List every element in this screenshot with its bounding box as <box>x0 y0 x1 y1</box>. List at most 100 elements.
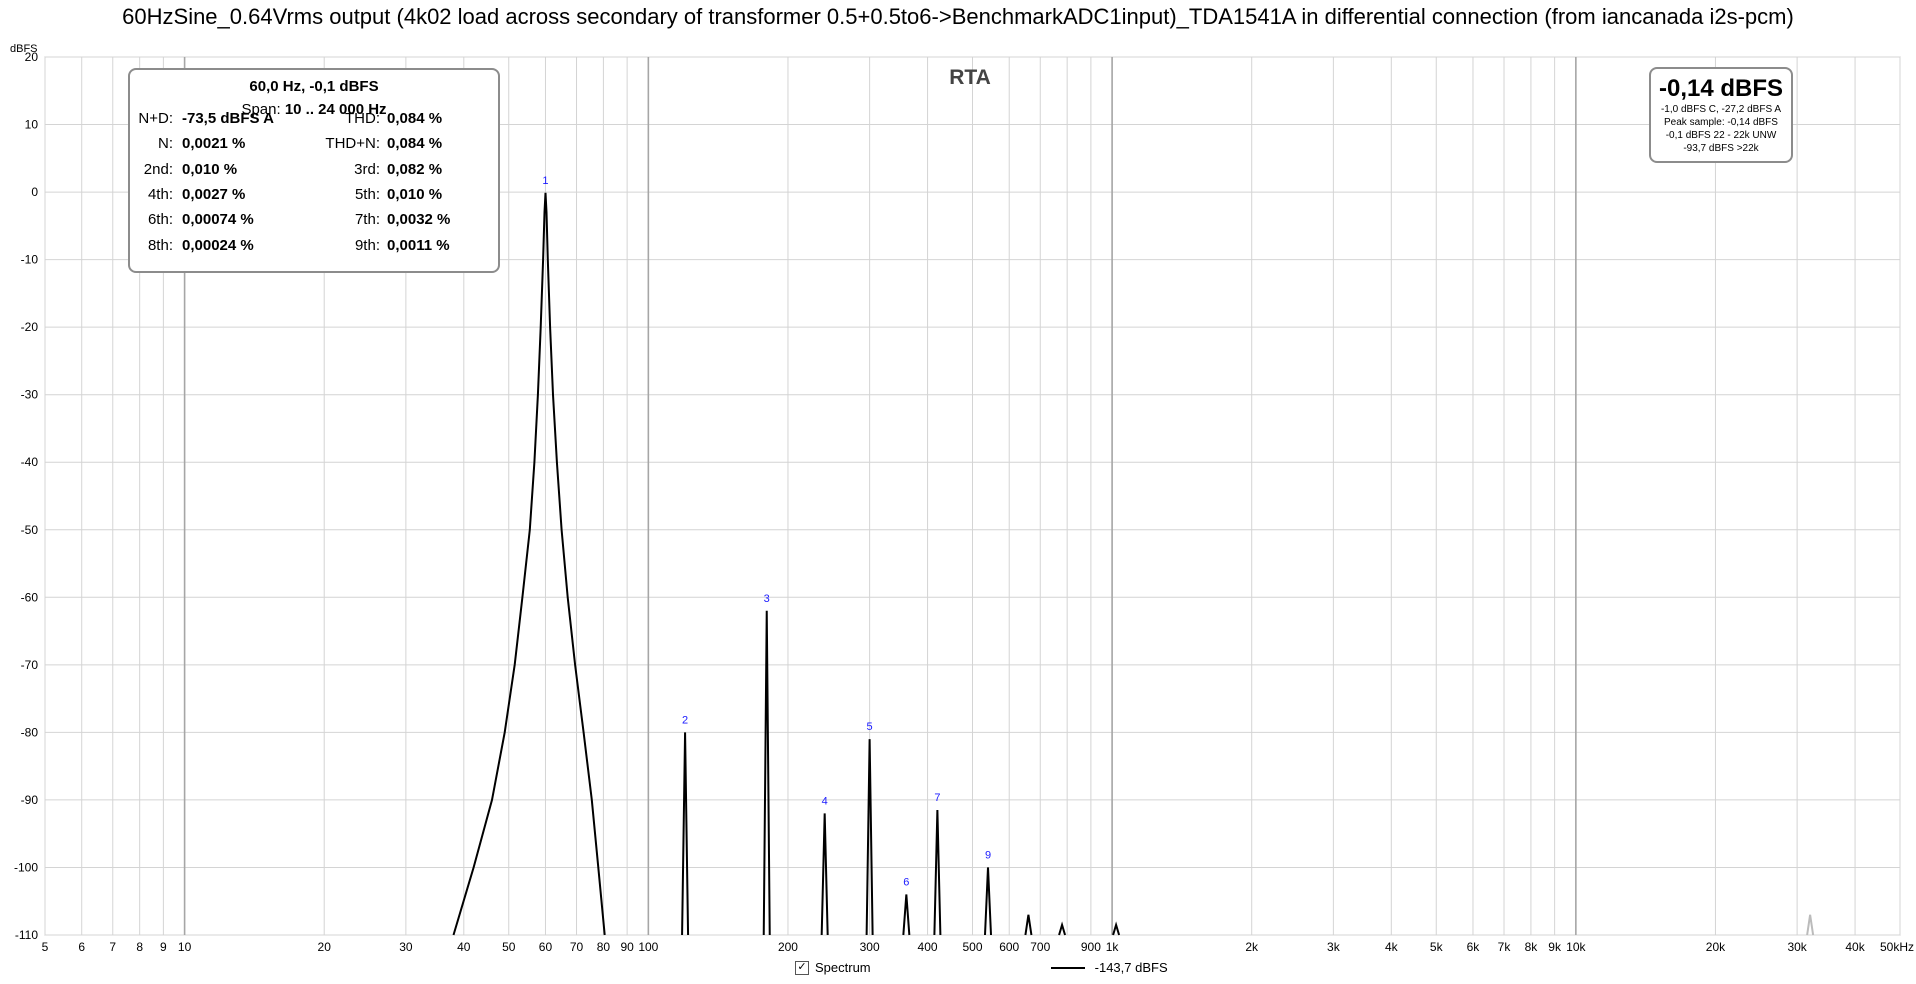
info-label: N: <box>158 135 173 153</box>
level-main-value: -0,14 dBFS <box>1658 75 1784 102</box>
info-label: THD: <box>345 110 380 127</box>
x-tick-label: 600 <box>999 940 1019 954</box>
level-line-1: -1,0 dBFS C, -27,2 dBFS A <box>1660 104 1782 115</box>
level-line-4: -93,7 dBFS >22k <box>1683 143 1759 154</box>
info-value: -73,5 dBFS A <box>182 110 274 127</box>
info-label: N+D: <box>138 110 173 127</box>
info-label: 2nd: <box>143 160 173 178</box>
x-tick-label: 200 <box>778 940 798 954</box>
harmonic-peak <box>865 739 874 936</box>
x-tick-label: 5k <box>1430 940 1444 954</box>
info-label: 9th: <box>354 236 380 254</box>
harmonic-peak <box>1024 914 1033 936</box>
harmonic-peak <box>1112 921 1121 936</box>
info-value: 0,0032 % <box>387 211 451 229</box>
chart-title: 60HzSine_0.64Vrms output (4k02 load acro… <box>122 4 1794 29</box>
info-label: 5th: <box>354 185 380 203</box>
x-tick-label: 400 <box>918 940 938 954</box>
fundamental-peak <box>452 192 606 936</box>
y-tick-label: -20 <box>21 320 39 334</box>
info-label: 7th: <box>354 211 380 229</box>
y-tick-label: 20 <box>25 50 39 64</box>
x-tick-label: 9k <box>1548 940 1562 954</box>
info-label: 6th: <box>147 211 173 229</box>
x-tick-label: 10k <box>1566 940 1586 954</box>
x-tick-label: 4k <box>1385 940 1399 954</box>
harmonic-peak <box>762 610 771 936</box>
y-axis-label: dBFS <box>10 43 38 55</box>
info-value: 0,010 % <box>387 185 443 203</box>
info-label: 4th: <box>147 185 173 203</box>
info-value: 0,0027 % <box>182 185 246 203</box>
legend-value: -143,7 dBFS <box>1094 960 1168 975</box>
y-tick-label: -90 <box>21 793 39 807</box>
x-tick-label: 20 <box>318 940 332 954</box>
y-tick-label: -50 <box>21 523 39 537</box>
x-tick-label: 30k <box>1787 940 1807 954</box>
harmonic-marker-label: 5 <box>867 721 873 733</box>
x-tick-label: 3k <box>1327 940 1341 954</box>
info-label: 3rd: <box>354 160 380 178</box>
y-tick-label: -60 <box>21 590 39 604</box>
x-tick-label: 7 <box>109 940 116 954</box>
x-tick-label: 30 <box>399 940 413 954</box>
harmonic-peak <box>1058 921 1067 936</box>
harmonic-marker-label: 3 <box>764 593 770 605</box>
y-tick-label: -40 <box>21 455 39 469</box>
info-row: N: 0,0021 % THD+N: 0,084 % <box>130 135 498 155</box>
info-value: 0,00024 % <box>182 236 254 254</box>
info-header: 60,0 Hz, -0,1 dBFS <box>249 78 379 95</box>
y-tick-label: -10 <box>21 253 39 267</box>
spectrum-checkbox[interactable]: ✓ <box>795 960 809 975</box>
info-row: 4th: 0,0027 % 5th: 0,010 % <box>130 186 498 206</box>
x-tick-label: 900 <box>1081 940 1101 954</box>
legend-line-swatch <box>1050 966 1085 969</box>
x-tick-label: 9 <box>160 940 167 954</box>
info-value: 0,0021 % <box>182 135 246 153</box>
y-tick-label: -100 <box>14 860 38 874</box>
x-tick-label: 5 <box>42 940 49 954</box>
x-tick-label: 2k <box>1245 940 1259 954</box>
legend-series-name: Spectrum <box>815 960 871 975</box>
y-tick-label: -30 <box>21 388 39 402</box>
x-tick-label: 6 <box>78 940 85 954</box>
y-tick-label: 0 <box>31 185 38 199</box>
harmonic-marker-label: 7 <box>934 792 940 804</box>
harmonic-marker-label: 6 <box>903 876 909 888</box>
x-tick-label: 500 <box>962 940 982 954</box>
info-value: 0,0011 % <box>387 236 450 254</box>
panel-label-rta: RTA <box>949 66 991 89</box>
x-unit-label: 50kHz <box>1880 940 1914 954</box>
x-tick-label: 80 <box>597 940 611 954</box>
info-value: 0,082 % <box>387 160 443 178</box>
x-tick-label: 700 <box>1030 940 1050 954</box>
info-label: 8th: <box>147 236 173 254</box>
x-tick-label: 6k <box>1467 940 1481 954</box>
harmonic-peak <box>1806 914 1815 936</box>
level-line-3: -0,1 dBFS 22 - 22k UNW <box>1665 130 1777 141</box>
harmonic-peak <box>984 867 992 936</box>
info-value: 0,010 % <box>182 160 238 178</box>
x-tick-label: 8 <box>136 940 143 954</box>
y-tick-label: -80 <box>21 725 39 739</box>
x-tick-label: 50 <box>502 940 516 954</box>
harmonic-marker-label: 1 <box>542 175 548 187</box>
harmonic-peak <box>820 813 829 936</box>
y-tick-label: -70 <box>21 658 39 672</box>
x-tick-labels: 5 6 7 8 9 10 20 30 40 50 60 70 80 90 100 200 300 400 500 60… <box>42 940 1866 954</box>
info-row: 2nd: 0,010 % 3rd: 0,082 % <box>130 161 498 181</box>
info-span: Span: 10 .. 24 000 Hz <box>130 101 498 118</box>
x-tick-label: 20k <box>1706 940 1726 954</box>
harmonic-peak <box>902 894 911 936</box>
info-row: 8th: 0,00024 % 9th: 0,0011 % <box>130 237 498 257</box>
info-value: 0,084 % <box>387 110 443 127</box>
harmonic-peak <box>681 732 690 936</box>
y-tick-label: 10 <box>25 118 39 132</box>
thd-info-panel: 60,0 Hz, -0,1 dBFS Span: 10 .. 24 000 Hz… <box>128 68 500 273</box>
x-tick-label: 100 <box>638 940 658 954</box>
span-value: 10 .. 24 000 Hz <box>284 101 387 118</box>
x-tick-label: 90 <box>620 940 634 954</box>
info-row: 6th: 0,00074 % 7th: 0,0032 % <box>130 211 498 231</box>
info-label: THD+N: <box>325 135 380 153</box>
